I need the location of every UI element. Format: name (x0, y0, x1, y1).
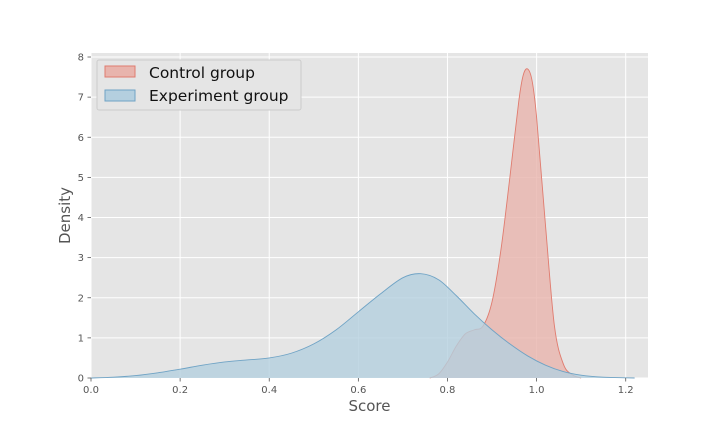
x-tick-label: 1.2 (618, 385, 634, 396)
legend-swatch-experiment (104, 89, 136, 102)
y-tick-label: 6 (78, 133, 84, 144)
y-tick-label: 0 (78, 374, 84, 385)
density-areas (90, 68, 635, 379)
legend: Control group Experiment group (96, 59, 302, 111)
y-tick-label: 5 (78, 173, 84, 184)
legend-label-control: Control group (149, 64, 255, 82)
y-tick-label: 2 (78, 293, 84, 304)
x-tick-label: 0.2 (172, 385, 188, 396)
legend-swatch-control (104, 65, 136, 78)
control-group-density-area (429, 68, 582, 379)
experiment-group-density (90, 273, 635, 379)
x-tick-label: 0.6 (350, 385, 366, 396)
y-tick-label: 8 (78, 53, 84, 64)
x-tick-label: 1.0 (529, 385, 545, 396)
x-tick-label: 0.8 (440, 385, 456, 396)
y-tick-label: 7 (78, 93, 84, 104)
y-tick-label: 1 (78, 333, 84, 344)
y-tick-label: 3 (78, 253, 84, 264)
legend-label-experiment: Experiment group (149, 87, 289, 105)
x-axis-label: Score (348, 397, 390, 415)
y-axis-label: Density (56, 187, 74, 244)
experiment-group-density-line (90, 273, 635, 379)
legend-box (96, 59, 302, 111)
x-tick-label: 0.4 (261, 385, 277, 396)
x-tick-label: 0.0 (83, 385, 99, 396)
axis-ticks: 0.0 0.2 0.4 0.6 0.8 1.0 1.2 0 1 2 3 4 5 6 7 8 (78, 53, 634, 396)
experiment-group-density-area (91, 273, 635, 378)
y-tick-label: 4 (78, 213, 84, 224)
